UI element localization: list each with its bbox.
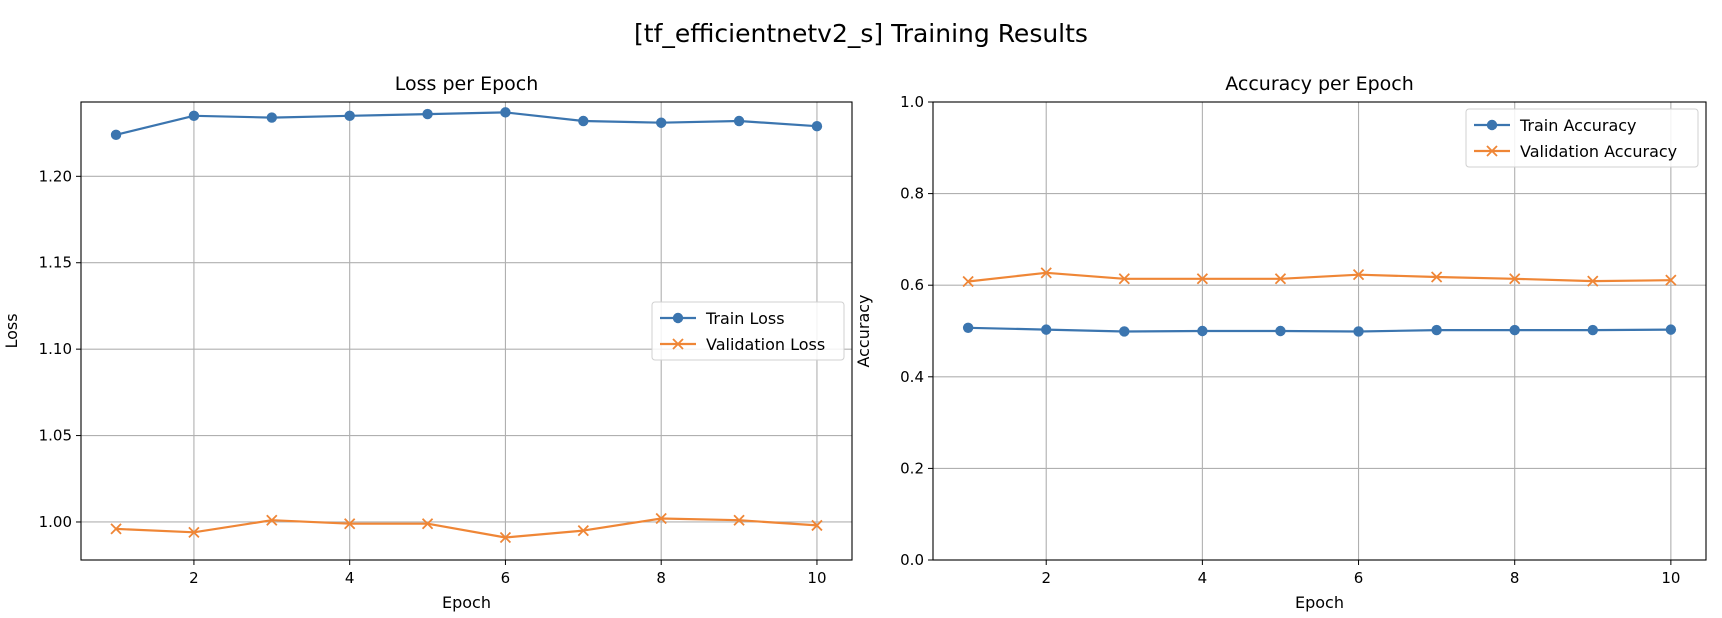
x-tick-label: 2 [189, 569, 199, 587]
data-point [499, 531, 512, 544]
chart-title: Accuracy per Epoch [1225, 73, 1414, 95]
y-tick-label: 0.0 [900, 551, 924, 569]
data-point [1509, 273, 1521, 285]
data-point [421, 518, 434, 530]
data-point [1352, 269, 1365, 281]
data-point [110, 523, 122, 535]
series-line-1 [968, 326, 1671, 333]
chart-title: Loss per Epoch [395, 73, 539, 95]
charts: 2 4 6 8 10 1.00 1.05 1.10 1.15 1.20 Loss per Epoch… [2, 73, 1707, 612]
data-point [1275, 325, 1286, 337]
data-point [422, 108, 433, 120]
x-tick-label: 2 [1041, 569, 1051, 587]
data-point [1119, 326, 1130, 337]
y-tick-label: 1.15 [39, 254, 72, 272]
data-point [1197, 325, 1208, 337]
data-point [188, 526, 200, 538]
data-point [578, 115, 589, 127]
data-point [811, 519, 823, 532]
data-point [266, 514, 278, 526]
legend-marker [672, 338, 684, 350]
y-tick-label: 1.05 [39, 427, 72, 445]
y-tick-label: 1.00 [39, 513, 72, 531]
data-point [655, 512, 667, 525]
y-tick-label: 0.6 [900, 276, 924, 294]
data-point [500, 107, 511, 118]
data-point [1431, 324, 1442, 336]
y-tick-label: 0.2 [900, 459, 924, 477]
y-axis-label: Loss [2, 313, 21, 348]
y-tick-label: 0.8 [900, 185, 924, 203]
data-point [110, 129, 122, 141]
series-line-1 [115, 111, 818, 136]
y-tick-label: 1.20 [39, 167, 72, 185]
data-point [1196, 273, 1209, 285]
x-tick-label: 4 [1198, 569, 1208, 587]
x-tick-label: 10 [807, 569, 826, 587]
legend-marker [1486, 119, 1498, 131]
data-point [1353, 326, 1364, 337]
legend-label: Validation Loss [706, 335, 825, 354]
x-tick-label: 8 [1510, 569, 1520, 587]
legend-label: Train Loss [705, 309, 785, 328]
plot-frame [80, 101, 853, 561]
legend-label: Validation Accuracy [1520, 142, 1677, 161]
x-tick-label: 4 [345, 569, 355, 587]
plot-frame [932, 101, 1707, 561]
data-point [1509, 324, 1520, 336]
legend: Train Accuracy Validation Accuracy [1465, 108, 1699, 168]
data-point [577, 524, 589, 537]
x-tick-label: 6 [501, 569, 511, 587]
x-axis-label: Epoch [1295, 593, 1344, 612]
x-tick-label: 6 [1354, 569, 1364, 587]
data-point [733, 514, 745, 526]
x-tick-label: 8 [656, 569, 666, 587]
data-point [266, 112, 278, 123]
chart-panel-1: 2 4 6 8 10 1.00 1.05 1.10 1.15 1.20 Loss per Epoch… [2, 73, 853, 612]
data-point [962, 275, 974, 288]
data-point [962, 322, 974, 333]
data-point [1665, 274, 1677, 286]
data-point [344, 518, 356, 530]
legend-marker [672, 312, 684, 324]
legend-box [1465, 108, 1699, 168]
data-point [1430, 271, 1443, 283]
chart-panel-2: 2 4 6 8 10 0.0 0.2 0.4 0.6 0.8 1.0 Accuracy per Epo… [854, 73, 1707, 612]
data-point [811, 120, 823, 132]
legend-label: Train Accuracy [1519, 116, 1637, 135]
data-point [1665, 324, 1677, 335]
y-axis-label: Accuracy [854, 294, 873, 367]
data-point [1274, 273, 1287, 285]
legend-marker [1486, 145, 1498, 157]
figure-title: [tf_efficientnetv2_s] Training Results [634, 19, 1088, 48]
y-tick-label: 1.0 [900, 93, 924, 111]
y-tick-label: 1.10 [39, 340, 72, 358]
data-point [1040, 267, 1052, 279]
y-tick-label: 0.4 [900, 368, 924, 386]
series-line-2 [967, 271, 1671, 283]
data-point [1587, 324, 1598, 336]
series-line-2 [115, 517, 818, 539]
data-point [188, 110, 200, 122]
x-axis-label: Epoch [442, 593, 491, 612]
legend-box [651, 301, 845, 361]
x-tick-label: 10 [1661, 569, 1680, 587]
legend: Train Loss Validation Loss [651, 301, 845, 361]
data-point [1041, 324, 1052, 335]
data-point [1587, 275, 1599, 287]
data-point [1118, 273, 1130, 285]
data-point [344, 110, 355, 122]
data-point [655, 117, 667, 128]
data-point [733, 115, 745, 127]
